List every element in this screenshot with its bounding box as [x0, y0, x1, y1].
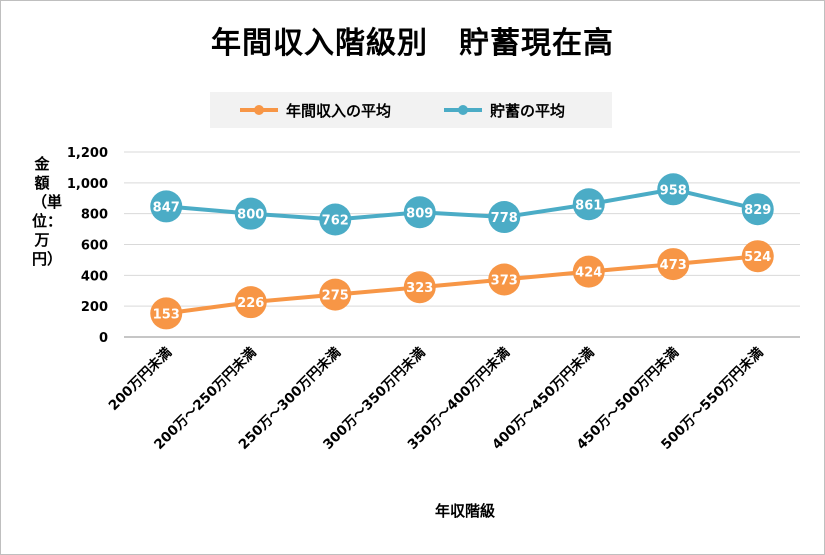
- data-label: 473: [660, 258, 687, 273]
- data-point: [572, 255, 605, 288]
- data-point: [150, 190, 183, 223]
- legend-item-savings: 貯蓄の平均: [442, 92, 565, 128]
- data-label: 524: [744, 250, 771, 265]
- data-label: 226: [237, 296, 264, 311]
- y-tick-label: 200: [81, 300, 108, 315]
- data-point: [150, 297, 183, 330]
- y-tick-label: 0: [99, 331, 108, 346]
- data-point: [488, 201, 521, 234]
- legend-marker-income: [240, 105, 278, 115]
- data-point: [657, 173, 690, 206]
- y-tick-label: 800: [81, 208, 108, 223]
- data-label: 778: [491, 211, 518, 226]
- legend-marker-savings: [444, 105, 482, 115]
- data-point: [319, 203, 352, 236]
- data-point: [741, 193, 774, 226]
- y-tick-label: 1,200: [67, 146, 108, 161]
- legend: 年間収入の平均 貯蓄の平均: [210, 92, 612, 128]
- legend-label-income: 年間収入の平均: [286, 101, 392, 120]
- data-point: [234, 286, 267, 319]
- data-label: 762: [322, 214, 349, 229]
- data-point: [657, 248, 690, 281]
- data-label: 153: [153, 307, 180, 322]
- data-label: 958: [660, 183, 687, 198]
- y-tick-label: 400: [81, 269, 108, 284]
- data-point: [403, 196, 436, 229]
- data-label: 800: [237, 208, 264, 223]
- data-label: 275: [322, 289, 349, 304]
- chart-title: 年間収入階級別 貯蓄現在高: [211, 26, 614, 61]
- data-point: [403, 271, 436, 304]
- data-label: 424: [575, 266, 602, 281]
- data-point: [488, 263, 521, 296]
- data-point: [319, 278, 352, 311]
- data-label: 373: [491, 273, 518, 288]
- y-tick-label: 600: [81, 239, 108, 254]
- data-label: 847: [153, 200, 180, 215]
- data-label: 829: [744, 203, 771, 218]
- x-axis-title: 年収階級: [434, 502, 495, 520]
- x-tick-label: 200万円未満: [105, 343, 175, 413]
- data-label: 323: [406, 281, 433, 296]
- data-point: [572, 188, 605, 221]
- data-label: 861: [575, 198, 602, 213]
- data-point: [234, 197, 267, 230]
- y-tick-label: 1,000: [67, 177, 108, 192]
- data-point: [741, 240, 774, 273]
- data-label: 809: [406, 206, 433, 221]
- legend-item-income: 年間収入の平均: [238, 92, 391, 128]
- legend-label-savings: 貯蓄の平均: [490, 101, 566, 120]
